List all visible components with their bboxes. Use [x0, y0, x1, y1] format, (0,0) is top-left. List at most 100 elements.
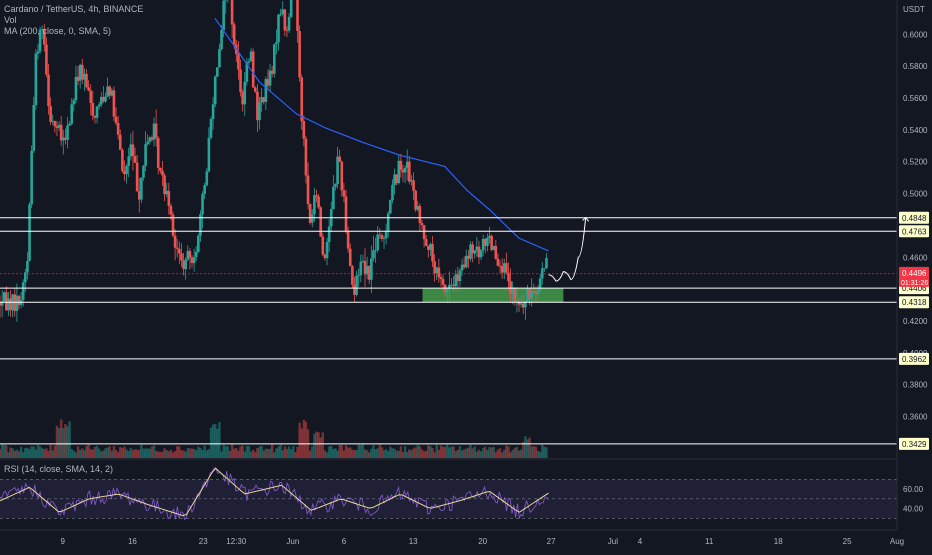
candle-body[interactable]	[197, 236, 200, 252]
candle-body[interactable]	[425, 239, 428, 246]
candle-body[interactable]	[421, 223, 424, 225]
candle-body[interactable]	[220, 30, 223, 49]
volume-legend[interactable]: Vol	[4, 15, 143, 26]
symbol-title[interactable]: Cardano / TetherUS, 4h, BINANCE	[4, 4, 143, 15]
candle-body[interactable]	[218, 49, 221, 67]
candle-body[interactable]	[326, 242, 329, 258]
candle-body[interactable]	[193, 257, 196, 263]
candle-body[interactable]	[216, 67, 219, 76]
candle-body[interactable]	[334, 184, 337, 187]
candle-body[interactable]	[96, 106, 99, 117]
candle-body[interactable]	[351, 266, 354, 285]
candle-body[interactable]	[125, 166, 128, 174]
candle-body[interactable]	[184, 260, 187, 269]
candle-body[interactable]	[349, 249, 352, 266]
candle-body[interactable]	[514, 288, 517, 302]
candle-body[interactable]	[543, 268, 546, 269]
ma-line[interactable]	[215, 18, 549, 251]
candle-body[interactable]	[26, 261, 29, 273]
candle-body[interactable]	[134, 156, 137, 163]
candle-body[interactable]	[49, 106, 52, 122]
candle-body[interactable]	[119, 135, 122, 150]
candle-body[interactable]	[497, 259, 500, 266]
candle-body[interactable]	[205, 171, 208, 185]
candle-body[interactable]	[140, 178, 143, 200]
candle-body[interactable]	[155, 123, 158, 138]
candle-body[interactable]	[104, 97, 107, 102]
candle-body[interactable]	[311, 214, 314, 223]
candle-body[interactable]	[359, 262, 362, 276]
candle-body[interactable]	[459, 270, 462, 281]
candle-body[interactable]	[170, 206, 173, 215]
candle-body[interactable]	[92, 103, 95, 116]
candle-body[interactable]	[248, 61, 251, 62]
candle-body[interactable]	[210, 119, 213, 138]
candle-body[interactable]	[431, 244, 434, 261]
candle-body[interactable]	[117, 123, 120, 135]
candle-body[interactable]	[376, 235, 379, 251]
candle-body[interactable]	[446, 289, 449, 293]
candle-body[interactable]	[440, 277, 443, 279]
candle-body[interactable]	[70, 104, 73, 123]
candle-body[interactable]	[328, 226, 331, 242]
candle-body[interactable]	[404, 168, 407, 173]
projection-path[interactable]	[549, 217, 586, 281]
candle-body[interactable]	[423, 225, 426, 239]
candle-body[interactable]	[252, 51, 255, 87]
candle-body[interactable]	[201, 194, 204, 214]
candle-body[interactable]	[412, 180, 415, 190]
candle-body[interactable]	[372, 250, 375, 258]
candle-body[interactable]	[374, 250, 377, 251]
candle-body[interactable]	[237, 54, 240, 69]
candle-body[interactable]	[355, 276, 358, 295]
candle-body[interactable]	[400, 161, 403, 170]
candle-body[interactable]	[159, 168, 162, 171]
candle-body[interactable]	[180, 253, 183, 260]
candle-body[interactable]	[208, 138, 211, 172]
candle-body[interactable]	[195, 252, 198, 257]
candle-body[interactable]	[288, 17, 291, 31]
candle-body[interactable]	[254, 87, 257, 91]
candle-body[interactable]	[203, 185, 206, 194]
candle-body[interactable]	[357, 275, 360, 276]
candle-body[interactable]	[345, 197, 348, 232]
candle-body[interactable]	[486, 238, 489, 246]
candle-body[interactable]	[317, 197, 320, 208]
candle-body[interactable]	[473, 251, 476, 254]
candle-body[interactable]	[45, 45, 48, 75]
candle-body[interactable]	[37, 51, 40, 53]
candle-body[interactable]	[273, 44, 276, 73]
candle-body[interactable]	[22, 282, 25, 300]
candle-body[interactable]	[332, 187, 335, 209]
candle-body[interactable]	[32, 105, 35, 151]
candle-body[interactable]	[370, 259, 373, 280]
candle-body[interactable]	[389, 200, 392, 213]
candle-body[interactable]	[290, 0, 293, 17]
candle-body[interactable]	[296, 0, 299, 31]
rsi-legend[interactable]: RSI (14, close, SMA, 14, 2)	[4, 464, 113, 474]
candle-body[interactable]	[66, 125, 69, 139]
candle-body[interactable]	[298, 31, 301, 77]
candle-body[interactable]	[480, 250, 483, 257]
candle-body[interactable]	[243, 82, 246, 104]
ma-legend[interactable]: MA (200, close, 0, SMA, 5)	[4, 26, 143, 37]
candle-body[interactable]	[505, 263, 508, 272]
candle-body[interactable]	[279, 14, 282, 15]
candle-body[interactable]	[495, 246, 498, 259]
candle-body[interactable]	[222, 0, 225, 30]
candle-body[interactable]	[258, 102, 261, 120]
candle-body[interactable]	[545, 258, 548, 268]
candle-body[interactable]	[178, 249, 181, 253]
candle-body[interactable]	[322, 237, 325, 255]
demand-zone[interactable]	[423, 288, 564, 302]
candle-body[interactable]	[303, 121, 306, 139]
candle-body[interactable]	[212, 104, 215, 119]
candle-body[interactable]	[233, 24, 236, 44]
candle-body[interactable]	[347, 231, 350, 248]
candle-body[interactable]	[54, 121, 57, 126]
candle-body[interactable]	[383, 238, 386, 239]
candle-body[interactable]	[284, 9, 287, 30]
candle-body[interactable]	[127, 156, 130, 165]
candle-body[interactable]	[387, 213, 390, 231]
